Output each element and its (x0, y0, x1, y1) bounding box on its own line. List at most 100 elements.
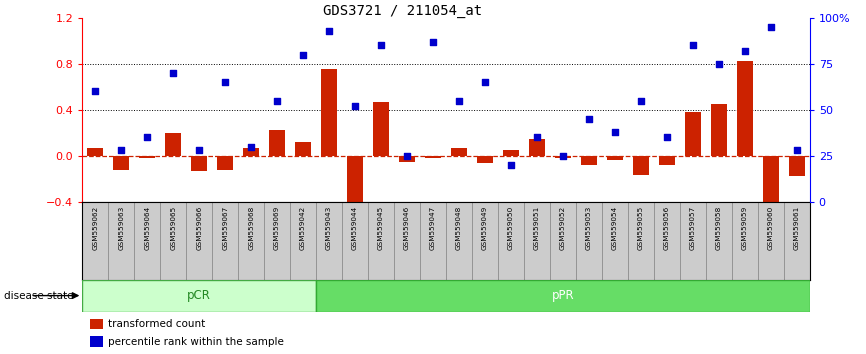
Text: GSM559064: GSM559064 (145, 206, 150, 250)
Point (348, 103, 362, 109)
Bar (529, 138, 545, 156)
Point (322, 28, 336, 33)
Text: GDS3721 / 211054_at: GDS3721 / 211054_at (323, 4, 482, 18)
Bar (264, 202, 290, 280)
Bar (342, 202, 368, 280)
Bar (706, 202, 732, 280)
Bar (316, 202, 342, 280)
Point (244, 144, 258, 149)
Point (504, 162, 518, 168)
Text: pCR: pCR (187, 289, 211, 302)
Bar (524, 202, 550, 280)
Point (478, 79, 492, 85)
Bar (347, 156, 363, 213)
Point (400, 153, 414, 159)
Bar (82, 280, 316, 312)
Bar (789, 156, 805, 176)
Point (166, 70, 180, 76)
Text: GSM559051: GSM559051 (534, 206, 540, 250)
Bar (139, 156, 155, 158)
Bar (89, 336, 103, 347)
Bar (425, 156, 441, 158)
Text: GSM559055: GSM559055 (638, 206, 643, 250)
Bar (160, 202, 186, 280)
Bar (217, 156, 233, 170)
Text: GSM559061: GSM559061 (794, 206, 799, 250)
Bar (191, 156, 207, 171)
Bar (186, 202, 212, 280)
Point (712, 61, 726, 67)
Bar (737, 62, 753, 156)
Text: transformed count: transformed count (107, 319, 205, 329)
Bar (321, 69, 337, 156)
Bar (295, 142, 311, 156)
Text: GSM559047: GSM559047 (430, 206, 436, 250)
Bar (89, 319, 103, 329)
Bar (654, 202, 680, 280)
Text: GSM559057: GSM559057 (690, 206, 695, 250)
Text: GSM559062: GSM559062 (93, 206, 98, 250)
Point (608, 129, 622, 135)
Bar (581, 156, 597, 165)
Text: GSM559043: GSM559043 (326, 206, 332, 250)
Text: GSM559053: GSM559053 (586, 206, 591, 250)
Bar (602, 202, 628, 280)
Bar (243, 148, 259, 156)
Text: disease state: disease state (4, 291, 74, 301)
Text: GSM559067: GSM559067 (223, 206, 228, 250)
Text: GSM559042: GSM559042 (301, 206, 306, 250)
Bar (477, 156, 493, 162)
Point (738, 48, 752, 54)
Bar (165, 133, 181, 156)
Bar (607, 156, 623, 160)
Point (374, 42, 388, 48)
Text: GSM559056: GSM559056 (664, 206, 669, 250)
Bar (394, 202, 420, 280)
Bar (503, 150, 519, 156)
Bar (238, 202, 264, 280)
Bar (659, 156, 675, 165)
Point (426, 39, 440, 45)
Bar (134, 202, 160, 280)
Bar (82, 202, 108, 280)
Bar (269, 130, 285, 156)
Point (582, 116, 596, 122)
Point (660, 135, 674, 140)
Text: GSM559044: GSM559044 (352, 206, 358, 250)
Text: GSM559049: GSM559049 (482, 206, 488, 250)
Point (88, 88, 102, 94)
Text: GSM559059: GSM559059 (742, 206, 747, 250)
Text: GSM559068: GSM559068 (249, 206, 254, 250)
Bar (633, 156, 649, 175)
Bar (758, 202, 784, 280)
Point (192, 147, 206, 153)
Point (218, 79, 232, 85)
Bar (212, 202, 238, 280)
Bar (555, 156, 571, 158)
Text: GSM559058: GSM559058 (716, 206, 721, 250)
Bar (373, 102, 389, 156)
Point (764, 24, 778, 30)
Text: GSM559060: GSM559060 (768, 206, 773, 250)
Text: GSM559048: GSM559048 (456, 206, 462, 250)
Text: GSM559052: GSM559052 (560, 206, 565, 250)
Bar (550, 202, 576, 280)
Bar (446, 202, 472, 280)
Bar (368, 202, 394, 280)
Bar (113, 156, 129, 170)
Bar (87, 148, 103, 156)
Text: GSM559046: GSM559046 (404, 206, 410, 250)
Text: percentile rank within the sample: percentile rank within the sample (107, 337, 283, 347)
Bar (685, 112, 701, 156)
Point (634, 98, 648, 103)
Bar (108, 202, 134, 280)
Point (790, 147, 804, 153)
Point (114, 147, 128, 153)
Point (686, 42, 700, 48)
Bar (784, 202, 810, 280)
Point (270, 98, 284, 103)
Bar (316, 280, 810, 312)
Text: GSM559063: GSM559063 (119, 206, 124, 250)
Point (296, 52, 310, 57)
Text: GSM559050: GSM559050 (508, 206, 514, 250)
